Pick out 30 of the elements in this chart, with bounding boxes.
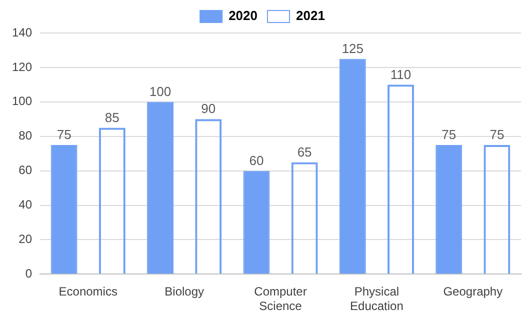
bar bbox=[243, 170, 270, 274]
y-tick-label: 80 bbox=[18, 128, 32, 143]
y-tick-label: 120 bbox=[12, 60, 32, 74]
data-label: 65 bbox=[297, 144, 312, 160]
data-label: 90 bbox=[201, 101, 216, 116]
x-tick-label: Biology bbox=[164, 284, 204, 299]
x-tick-label: Physical Education bbox=[350, 284, 404, 314]
bar bbox=[147, 102, 174, 274]
y-tick-label: 60 bbox=[18, 163, 32, 178]
data-label: 85 bbox=[104, 110, 120, 125]
x-tick-label: Geography bbox=[443, 284, 503, 299]
legend-label: 2020 bbox=[228, 8, 258, 24]
y-tick-label: 140 bbox=[12, 25, 32, 40]
data-label: 100 bbox=[149, 84, 172, 99]
y-tick-label: 100 bbox=[12, 94, 32, 108]
data-label: 110 bbox=[390, 66, 412, 82]
legend-label: 2021 bbox=[296, 8, 325, 24]
x-tick-label: Economics bbox=[58, 284, 118, 299]
y-tick-label: 0 bbox=[25, 266, 32, 281]
data-label: 75 bbox=[442, 127, 456, 142]
y-tick-label: 40 bbox=[18, 198, 32, 212]
y-tick-label: 20 bbox=[18, 232, 32, 246]
bar bbox=[339, 58, 366, 274]
bar bbox=[436, 144, 462, 274]
data-label: 75 bbox=[56, 127, 72, 142]
data-label: 60 bbox=[249, 152, 264, 168]
bar bbox=[50, 144, 78, 274]
x-tick-label: Computer Science bbox=[254, 284, 307, 314]
data-label: 125 bbox=[342, 40, 364, 56]
data-label: 75 bbox=[490, 127, 504, 142]
